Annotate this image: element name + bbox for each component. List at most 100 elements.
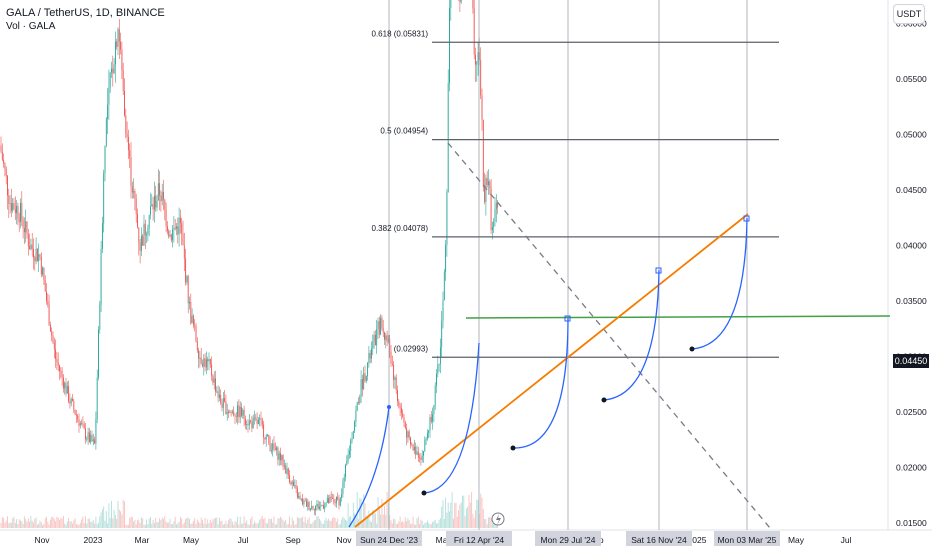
projection-arc-5[interactable] xyxy=(691,217,748,350)
candle-body xyxy=(339,497,341,506)
volume-bar xyxy=(144,524,146,528)
volume-bar xyxy=(26,521,28,528)
volume-bar xyxy=(126,524,128,528)
candle-body xyxy=(60,370,62,372)
candle-body xyxy=(425,438,427,441)
volume-bar xyxy=(276,524,278,528)
candle-body xyxy=(482,119,484,187)
volume-bar xyxy=(170,524,172,528)
price-tick-12: 0.04500 xyxy=(896,185,927,195)
candle-body xyxy=(100,248,102,305)
volume-bar xyxy=(403,522,405,528)
volume-bar xyxy=(190,523,192,528)
candle-body xyxy=(423,451,424,456)
volume-bar xyxy=(164,516,166,528)
candle-body xyxy=(389,338,391,352)
fibonacci-levels[interactable]: 1 (0.08668)0.786 (0.07079)0.618 (0.05831… xyxy=(372,0,780,358)
candle-body xyxy=(49,325,51,332)
candle-body xyxy=(338,499,340,506)
currency-button[interactable]: USDT xyxy=(893,4,925,24)
volume-bar xyxy=(252,524,254,528)
volume-bar xyxy=(254,521,255,528)
candle-body xyxy=(177,226,179,235)
volume-bar xyxy=(491,523,493,528)
symbol-title[interactable]: GALA / TetherUS, 1D, BINANCE xyxy=(6,7,165,19)
volume-bar xyxy=(268,518,270,528)
candle-body xyxy=(426,433,428,439)
projection-arc-4[interactable] xyxy=(603,269,660,401)
fib-label-4: 0.382 (0.04078) xyxy=(372,224,429,233)
candle-body xyxy=(33,248,34,258)
candle-body xyxy=(364,373,366,382)
volume-bar xyxy=(224,523,226,528)
orange-uptrend-line[interactable] xyxy=(354,213,749,528)
volume-bar xyxy=(146,519,148,528)
candle-body xyxy=(216,391,218,393)
volume-bar xyxy=(328,518,330,528)
volume-bar xyxy=(43,524,45,528)
projection-arc-1[interactable] xyxy=(348,406,390,528)
candle-body xyxy=(195,325,197,342)
price-axis[interactable]: 0.105000.100000.095000.090000.085000.080… xyxy=(896,0,927,529)
time-axis[interactable]: Nov2023MarMayJulSepNovMarJulSep2025MayJu… xyxy=(34,531,852,546)
candle-body xyxy=(285,465,287,474)
volume-bar xyxy=(213,518,215,528)
candle-body xyxy=(196,341,198,351)
volume-bar xyxy=(231,521,233,528)
volume-bar xyxy=(429,524,431,528)
candle-body xyxy=(367,363,369,376)
volume-bar xyxy=(302,516,304,528)
volume-bar xyxy=(147,524,149,528)
volume-bar xyxy=(459,504,461,528)
candle-body xyxy=(289,475,291,483)
candle-body xyxy=(163,192,164,200)
volume-bar xyxy=(29,521,31,528)
volume-legend[interactable]: Vol · GALA xyxy=(6,21,56,32)
candle-body xyxy=(7,175,8,196)
fib-label-5: (0.02993) xyxy=(394,344,429,353)
volume-bar xyxy=(324,520,326,528)
volume-bar xyxy=(191,523,193,528)
dashed-downtrend-line[interactable] xyxy=(447,142,771,529)
volume-bar xyxy=(463,495,465,528)
candle-body xyxy=(261,419,263,425)
candle-body xyxy=(27,234,29,247)
green-resistance-line[interactable] xyxy=(465,315,891,319)
candle-body xyxy=(96,377,98,419)
lightning-icon[interactable] xyxy=(491,512,505,526)
candle-body xyxy=(486,178,488,186)
volume-bar xyxy=(449,511,450,528)
volume-bar xyxy=(195,523,197,528)
volume-bar xyxy=(49,519,51,528)
volume-bar xyxy=(285,519,287,528)
candle-body xyxy=(205,359,207,368)
volume-bar xyxy=(133,521,135,528)
candle-body xyxy=(36,248,38,261)
candle-body xyxy=(189,301,190,304)
candle-body xyxy=(326,498,328,503)
volume-bar xyxy=(369,520,371,528)
arc-end-marker-5 xyxy=(743,215,750,222)
volume-bar xyxy=(332,518,333,528)
projection-arc-2[interactable] xyxy=(423,342,480,494)
candle-body xyxy=(376,329,378,346)
volume-bar xyxy=(434,519,436,528)
volume-bar xyxy=(17,524,19,528)
candle-body xyxy=(44,280,46,292)
candle-body xyxy=(237,405,239,417)
volume-bar xyxy=(315,519,317,528)
volume-bar xyxy=(352,502,354,528)
volume-bar xyxy=(436,523,437,528)
candle-body xyxy=(211,364,213,376)
volume-bar xyxy=(290,524,292,528)
volume-bar xyxy=(473,518,475,528)
candle-body xyxy=(264,437,266,440)
projection-arc-3[interactable] xyxy=(512,317,569,449)
volume-bar xyxy=(277,518,279,528)
candle-body xyxy=(75,414,77,416)
candle-body xyxy=(255,417,257,420)
candle-body xyxy=(105,118,107,146)
volume-bar xyxy=(21,521,23,528)
volume-bar xyxy=(12,518,14,528)
